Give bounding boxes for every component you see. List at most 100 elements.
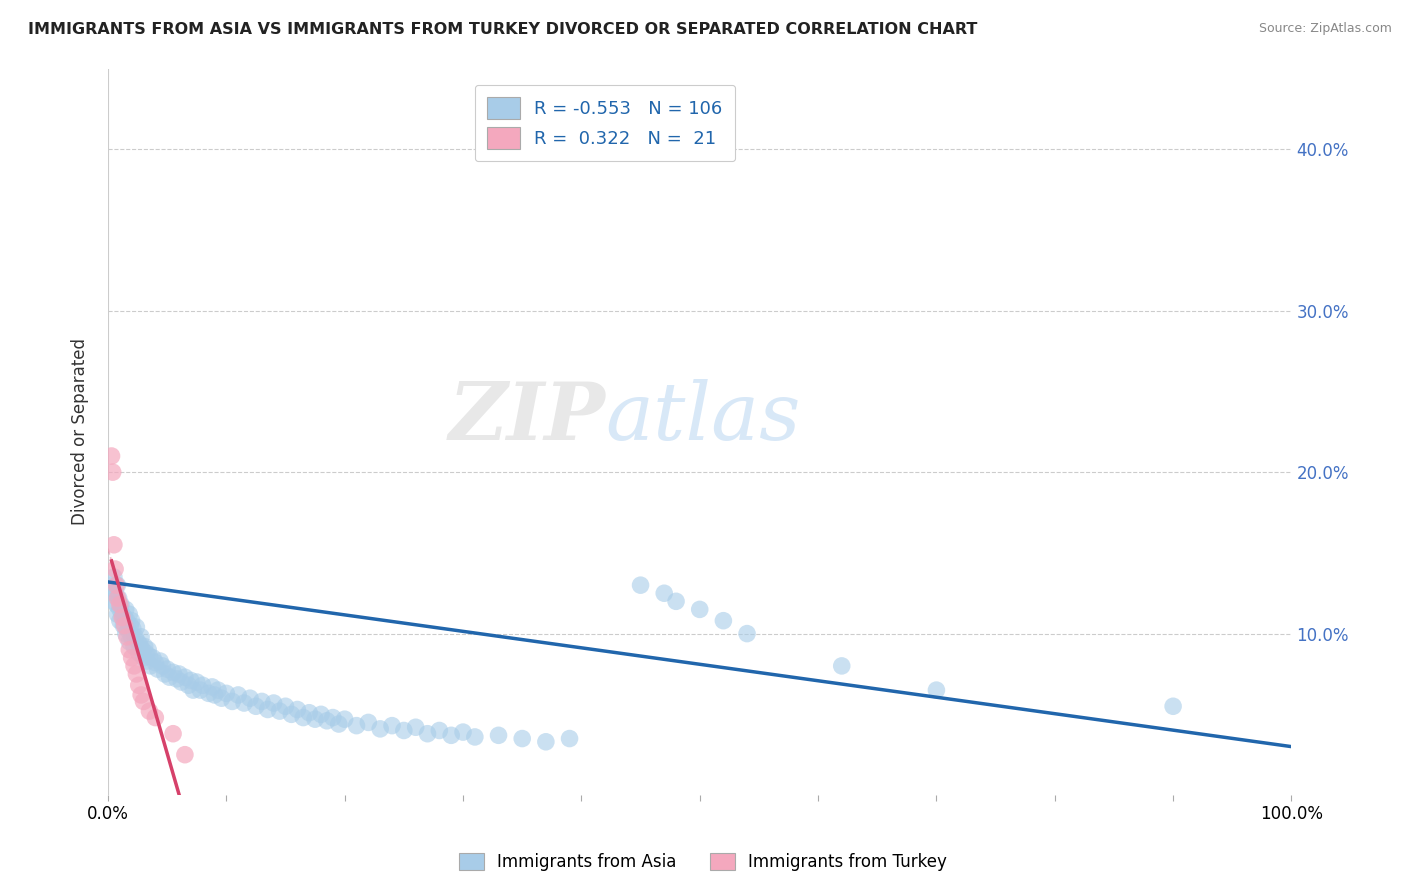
Point: [142, 650, 165, 665]
Point: [207, 683, 229, 698]
Point: [298, 706, 321, 720]
Point: [316, 714, 339, 728]
Point: [204, 688, 226, 702]
Point: [197, 686, 219, 700]
Point: [143, 710, 166, 724]
Point: [114, 610, 136, 624]
Point: [211, 691, 233, 706]
Point: [110, 598, 132, 612]
Point: [292, 710, 315, 724]
Point: [114, 602, 136, 616]
Point: [128, 678, 150, 692]
Point: [162, 665, 184, 680]
Point: [177, 678, 200, 692]
Point: [427, 723, 450, 738]
Point: [118, 607, 141, 622]
Point: [108, 602, 131, 616]
Point: [122, 640, 145, 654]
Point: [534, 735, 557, 749]
Point: [239, 691, 262, 706]
Point: [98, 578, 121, 592]
Point: [440, 728, 463, 742]
Point: [105, 578, 128, 592]
Point: [104, 562, 127, 576]
Point: [221, 694, 243, 708]
Point: [139, 659, 162, 673]
Point: [831, 659, 853, 673]
Point: [689, 602, 711, 616]
Point: [630, 578, 652, 592]
Point: [156, 662, 179, 676]
Point: [138, 704, 160, 718]
Point: [166, 672, 188, 686]
Point: [256, 702, 278, 716]
Point: [124, 630, 146, 644]
Point: [136, 642, 159, 657]
Point: [117, 624, 139, 638]
Point: [925, 683, 948, 698]
Point: [174, 747, 197, 762]
Point: [269, 704, 291, 718]
Point: [131, 642, 153, 657]
Point: [263, 696, 285, 710]
Point: [108, 598, 131, 612]
Point: [159, 670, 181, 684]
Point: [146, 662, 169, 676]
Point: [181, 683, 204, 698]
Point: [118, 642, 141, 657]
Point: [121, 630, 143, 644]
Point: [488, 728, 510, 742]
Point: [138, 649, 160, 664]
Point: [149, 654, 172, 668]
Point: [111, 607, 134, 622]
Point: [105, 598, 128, 612]
Point: [112, 618, 135, 632]
Point: [167, 667, 190, 681]
Point: [174, 670, 197, 684]
Point: [665, 594, 688, 608]
Point: [1161, 699, 1184, 714]
Point: [134, 640, 156, 654]
Point: [510, 731, 533, 746]
Point: [101, 582, 124, 596]
Point: [333, 712, 356, 726]
Point: [108, 614, 131, 628]
Point: [357, 715, 380, 730]
Text: ZIP: ZIP: [449, 378, 605, 456]
Point: [416, 727, 439, 741]
Point: [103, 594, 125, 608]
Point: [558, 731, 581, 746]
Legend: R = -0.553   N = 106, R =  0.322   N =  21: R = -0.553 N = 106, R = 0.322 N = 21: [475, 85, 735, 161]
Point: [127, 634, 149, 648]
Point: [280, 707, 302, 722]
Point: [250, 694, 273, 708]
Point: [328, 717, 350, 731]
Point: [129, 630, 152, 644]
Y-axis label: Divorced or Separated: Divorced or Separated: [72, 338, 89, 525]
Point: [114, 618, 136, 632]
Point: [129, 638, 152, 652]
Point: [285, 702, 308, 716]
Point: [135, 646, 157, 660]
Point: [162, 727, 184, 741]
Point: [322, 710, 344, 724]
Point: [153, 667, 176, 681]
Point: [132, 650, 155, 665]
Point: [107, 591, 129, 606]
Text: atlas: atlas: [605, 378, 800, 456]
Point: [652, 586, 675, 600]
Point: [128, 646, 150, 660]
Legend: Immigrants from Asia, Immigrants from Turkey: Immigrants from Asia, Immigrants from Tu…: [450, 845, 956, 880]
Point: [115, 630, 138, 644]
Point: [304, 712, 326, 726]
Point: [132, 694, 155, 708]
Point: [245, 699, 267, 714]
Point: [107, 607, 129, 622]
Point: [735, 626, 758, 640]
Point: [274, 699, 297, 714]
Point: [125, 620, 148, 634]
Point: [143, 656, 166, 670]
Point: [104, 586, 127, 600]
Point: [107, 591, 129, 606]
Point: [107, 578, 129, 592]
